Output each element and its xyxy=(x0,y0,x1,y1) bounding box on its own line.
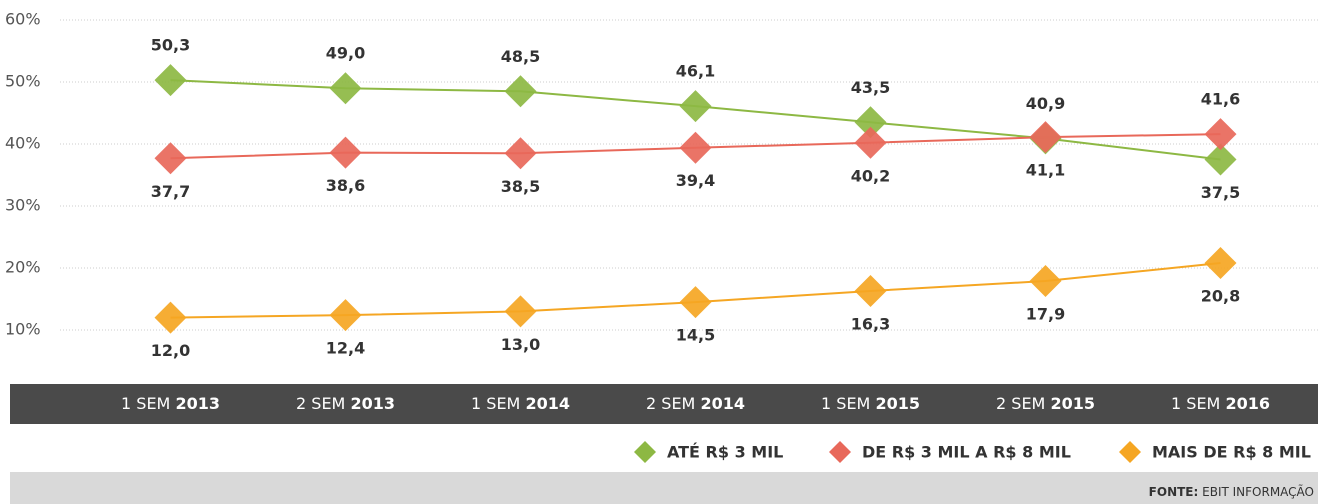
x-tick-label: 1 SEM 2014 xyxy=(471,394,570,413)
marker xyxy=(504,75,537,108)
footer-band xyxy=(10,472,1318,504)
y-tick-label: 30% xyxy=(5,196,41,215)
legend-label: MAIS DE R$ 8 MIL xyxy=(1152,443,1311,462)
y-tick-label: 20% xyxy=(5,258,41,277)
marker xyxy=(1204,118,1237,151)
marker xyxy=(854,126,887,159)
marker xyxy=(329,72,362,105)
data-label: 41,6 xyxy=(1201,90,1240,109)
legend-marker xyxy=(829,441,851,463)
category-band xyxy=(10,384,1318,424)
data-label: 43,5 xyxy=(851,78,890,97)
data-label: 41,1 xyxy=(1026,161,1065,180)
data-label: 39,4 xyxy=(676,171,715,190)
data-label: 50,3 xyxy=(151,36,190,55)
source-label: FONTE: xyxy=(1149,485,1199,499)
source: FONTE: EBIT INFORMAÇÃO xyxy=(1149,484,1314,499)
marker xyxy=(154,142,187,175)
data-label: 46,1 xyxy=(676,62,715,81)
x-tick-label: 2 SEM 2014 xyxy=(646,394,745,413)
legend-marker xyxy=(1119,441,1141,463)
data-label: 48,5 xyxy=(501,47,540,66)
data-label: 12,0 xyxy=(151,341,190,360)
marker xyxy=(504,137,537,170)
legend-label: DE R$ 3 MIL A R$ 8 MIL xyxy=(862,443,1071,462)
data-label: 37,5 xyxy=(1201,183,1240,202)
source-text: EBIT INFORMAÇÃO xyxy=(1202,484,1314,499)
data-label: 17,9 xyxy=(1026,305,1065,324)
legend-label: ATÉ R$ 3 MIL xyxy=(667,443,783,462)
y-tick-label: 60% xyxy=(5,10,41,29)
marker xyxy=(1204,247,1237,280)
legend-marker xyxy=(634,441,656,463)
marker xyxy=(154,301,187,334)
marker xyxy=(679,286,712,319)
data-label: 20,8 xyxy=(1201,287,1240,306)
x-tick-label: 1 SEM 2016 xyxy=(1171,394,1270,413)
y-tick-label: 40% xyxy=(5,134,41,153)
marker xyxy=(1029,121,1062,154)
marker xyxy=(1204,143,1237,176)
marker xyxy=(1029,265,1062,298)
x-tick-label: 1 SEM 2013 xyxy=(121,394,220,413)
marker xyxy=(679,131,712,164)
data-label: 13,0 xyxy=(501,335,540,354)
data-label: 14,5 xyxy=(676,326,715,345)
x-tick-label: 1 SEM 2015 xyxy=(821,394,920,413)
data-label: 38,6 xyxy=(326,176,365,195)
data-label: 37,7 xyxy=(151,182,190,201)
x-tick-label: 2 SEM 2013 xyxy=(296,394,395,413)
data-label: 12,4 xyxy=(326,339,365,358)
x-tick-label: 2 SEM 2015 xyxy=(996,394,1095,413)
data-label: 16,3 xyxy=(851,314,890,333)
data-label: 40,2 xyxy=(851,166,890,185)
y-tick-label: 50% xyxy=(5,72,41,91)
marker xyxy=(329,136,362,169)
data-label: 38,5 xyxy=(501,177,540,196)
marker xyxy=(854,274,887,307)
marker xyxy=(679,90,712,123)
y-tick-label: 10% xyxy=(5,320,41,339)
marker xyxy=(854,106,887,139)
data-label: 40,9 xyxy=(1026,94,1065,113)
marker xyxy=(154,64,187,97)
marker xyxy=(329,299,362,332)
marker xyxy=(504,295,537,328)
data-label: 49,0 xyxy=(326,44,365,63)
